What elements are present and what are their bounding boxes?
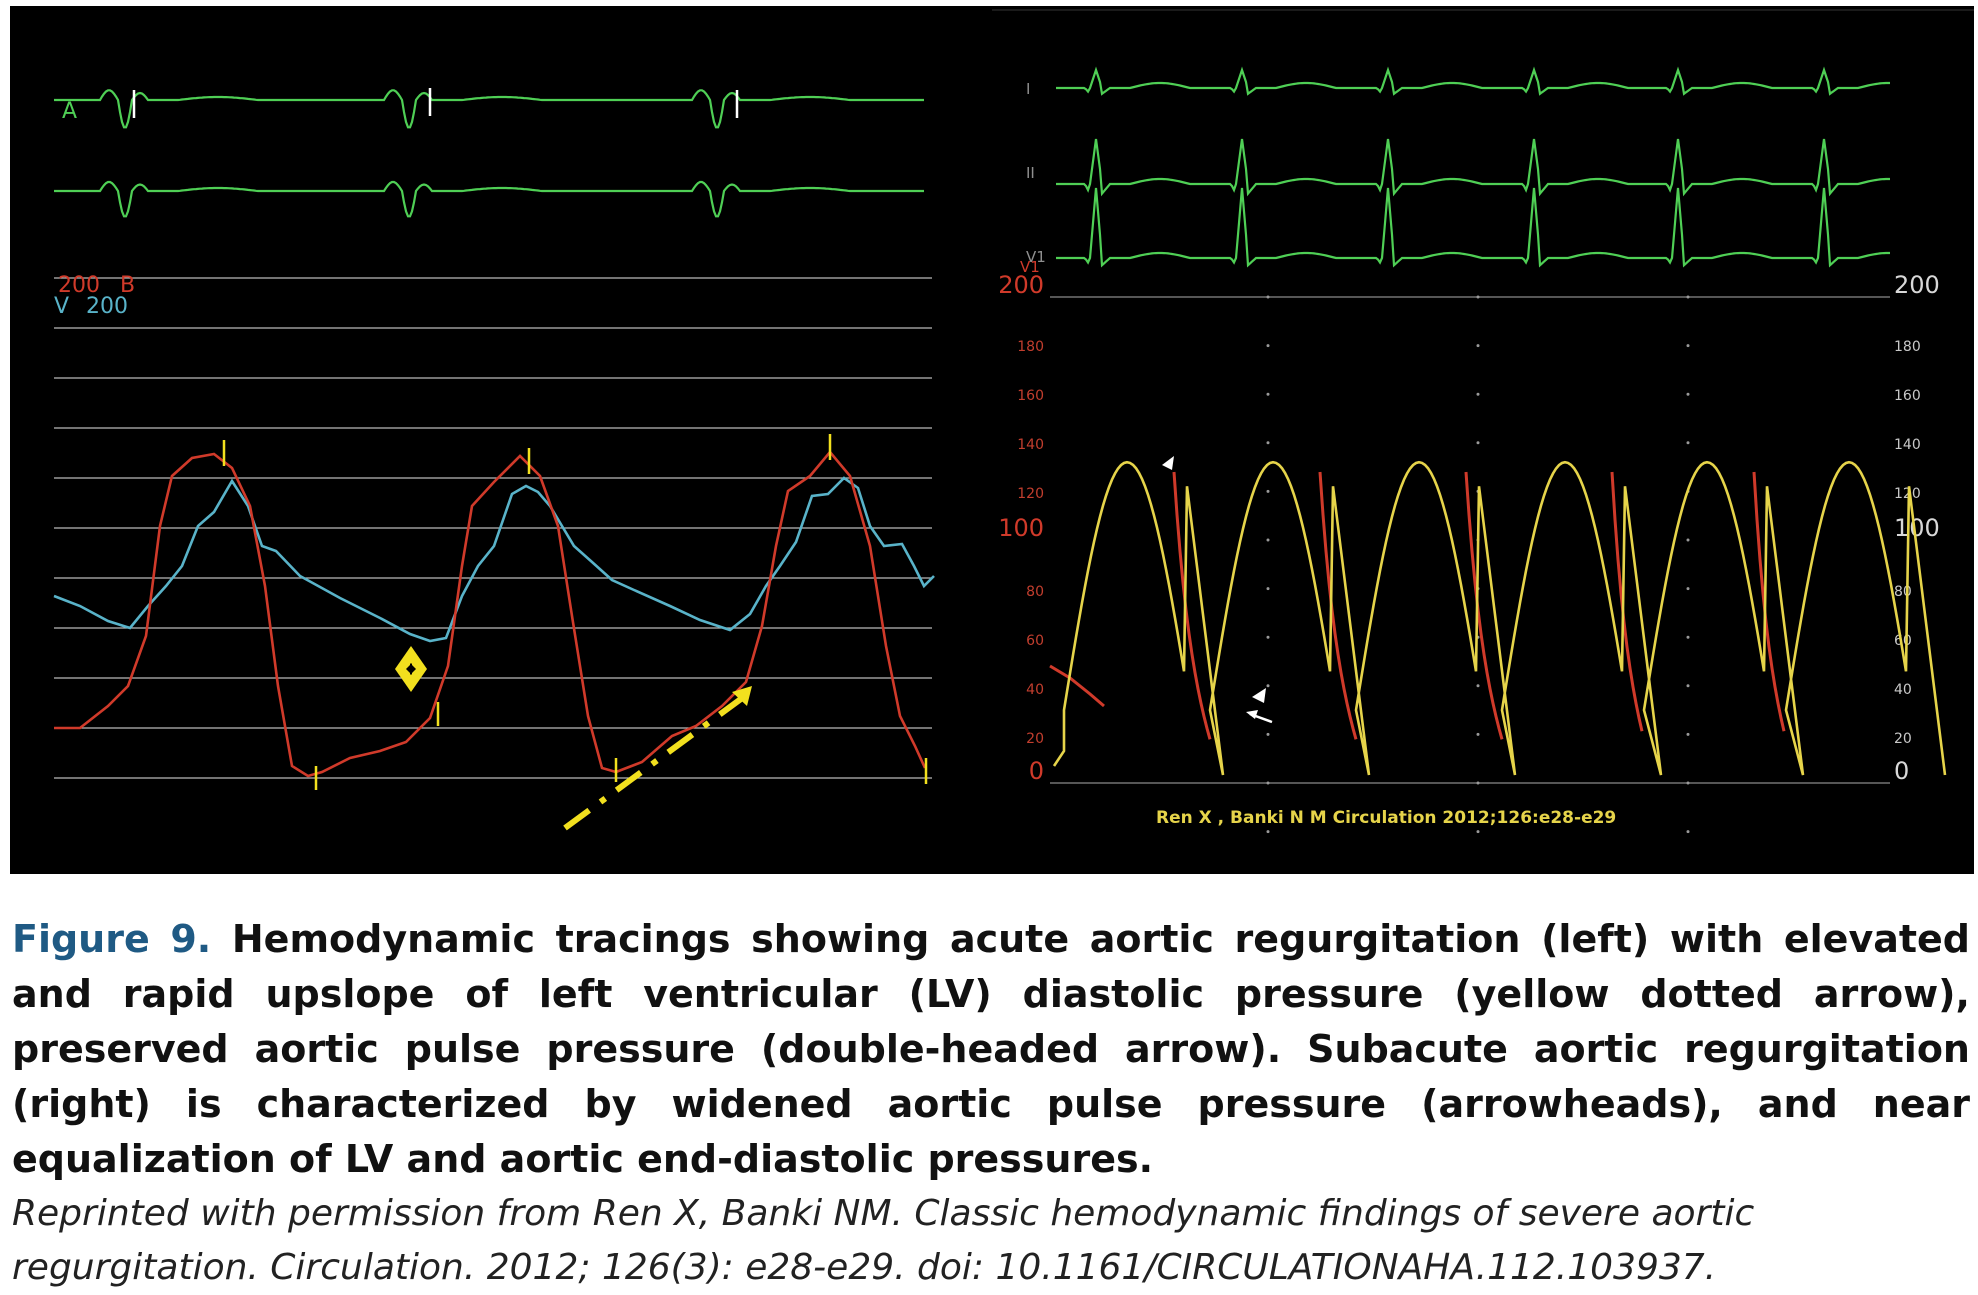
- grid-dot: [1686, 684, 1690, 688]
- right-lead-label: V1: [1026, 248, 1046, 266]
- right-pressure-scales: 200 100 0 200 100 0 180 180 160 160 140 140 120 120 80…: [998, 258, 1940, 785]
- left-grid-lines: [54, 277, 932, 779]
- left-panel: A 200 B V 200: [53, 88, 935, 831]
- grid-dot: [1476, 295, 1480, 299]
- grid-dot: [1476, 781, 1480, 785]
- grid-dot: [1686, 635, 1690, 639]
- grid-dot: [1686, 830, 1690, 834]
- left-beat-markers: [222, 434, 928, 790]
- figure-caption: Figure 9. Hemodynamic tracings showing a…: [12, 912, 1970, 1295]
- left-pacer-spikes: [132, 88, 739, 118]
- grid-dot: [1476, 732, 1480, 736]
- right-right-scale-minor: 180: [1894, 339, 1921, 355]
- grid-dot: [1266, 781, 1270, 785]
- right-left-scale-minor: 60: [1026, 633, 1044, 649]
- right-right-scale-minor: 140: [1894, 437, 1921, 453]
- double-headed-arrow: [395, 646, 427, 692]
- right-left-scale-minor: 120: [1017, 486, 1044, 502]
- grid-dot: [1266, 441, 1270, 445]
- grid-dot: [1686, 441, 1690, 445]
- right-left-scale-minor: 160: [1017, 388, 1044, 404]
- left-ecg-trace-a: [54, 89, 924, 129]
- left-cyan-scale-tag: V: [54, 294, 69, 319]
- right-right-scale-major: 200: [1894, 271, 1940, 299]
- grid-dot: [1266, 635, 1270, 639]
- right-left-scale-minor: 20: [1026, 731, 1044, 747]
- left-ecg-trace-b: [54, 180, 924, 218]
- grid-dot: [1686, 538, 1690, 542]
- right-right-scale-minor: 40: [1894, 682, 1912, 698]
- left-lv-pressure-trace: [54, 449, 927, 778]
- right-right-scale-minor: 120: [1894, 486, 1921, 502]
- grid-dot: [1686, 587, 1690, 591]
- left-red-scale-label: 200: [58, 273, 100, 298]
- right-right-scale-major: 100: [1894, 514, 1940, 542]
- arrowhead-diastolic: [1252, 688, 1266, 703]
- right-ecg-lead-v1: [1056, 187, 1890, 268]
- grid-dot: [1686, 732, 1690, 736]
- right-right-scale-minor: 20: [1894, 731, 1912, 747]
- right-right-scale-minor: 160: [1894, 388, 1921, 404]
- right-left-scale-minor: 40: [1026, 682, 1044, 698]
- right-ecg-lead-ii: [1056, 138, 1890, 197]
- left-aortic-pressure-trace: [53, 476, 935, 643]
- grid-dot: [1686, 344, 1690, 348]
- grid-dot: [1686, 295, 1690, 299]
- caption-text: Hemodynamic tracings showing acute aorti…: [12, 917, 1971, 1181]
- right-left-scale-major: 200: [998, 271, 1044, 299]
- grid-dot: [1266, 732, 1270, 736]
- right-right-scale-minor: 80: [1894, 584, 1912, 600]
- caption-main: Figure 9. Hemodynamic tracings showing a…: [12, 912, 1970, 1187]
- grid-dot: [1476, 684, 1480, 688]
- hemodynamic-figure: A 200 B V 200 I II V1: [10, 6, 1974, 874]
- arrowheads: [1162, 456, 1273, 724]
- right-right-scale-major: 0: [1894, 757, 1909, 785]
- right-left-scale-minor: 80: [1026, 584, 1044, 600]
- yellow-dotted-arrow: [563, 686, 752, 831]
- grid-dot: [1266, 830, 1270, 834]
- grid-dot: [1266, 344, 1270, 348]
- right-lv-pressure-trace: [1049, 471, 1786, 740]
- right-aortic-pressure-trace: [1052, 460, 1947, 776]
- right-v1-scale-tag: V1: [1020, 258, 1040, 276]
- right-left-scale-minor: 140: [1017, 437, 1044, 453]
- grid-dot: [1476, 392, 1480, 396]
- white-arrow: [1246, 710, 1273, 724]
- arrowhead-systolic: [1162, 456, 1174, 470]
- grid-dot: [1266, 684, 1270, 688]
- right-left-scale-minor: 180: [1017, 339, 1044, 355]
- grid-dot: [1476, 344, 1480, 348]
- grid-dot: [1266, 587, 1270, 591]
- grid-dot: [1266, 295, 1270, 299]
- grid-dot: [1266, 489, 1270, 493]
- right-ecg-lead-i: [1056, 66, 1890, 96]
- grid-dot: [1266, 392, 1270, 396]
- right-grid-lines: [1050, 295, 1890, 834]
- caption-label: Figure 9.: [12, 917, 212, 961]
- grid-dot: [1686, 392, 1690, 396]
- grid-dot: [1476, 441, 1480, 445]
- grid-dot: [1266, 538, 1270, 542]
- grid-dot: [1686, 781, 1690, 785]
- right-left-scale-major: 100: [998, 514, 1044, 542]
- right-left-scale-major: 0: [1029, 757, 1044, 785]
- left-cyan-scale-label: 200: [86, 294, 128, 319]
- caption-credit: Reprinted with permission from Ren X, Ba…: [12, 1193, 1755, 1288]
- grid-dot: [1476, 830, 1480, 834]
- left-lead-a-label: A: [62, 99, 77, 124]
- right-citation: Ren X , Banki N M Circulation 2012;126:e…: [1156, 808, 1616, 828]
- right-lead-label: II: [1026, 164, 1035, 182]
- right-lead-label: I: [1026, 80, 1030, 98]
- left-red-scale-tag: B: [120, 273, 135, 298]
